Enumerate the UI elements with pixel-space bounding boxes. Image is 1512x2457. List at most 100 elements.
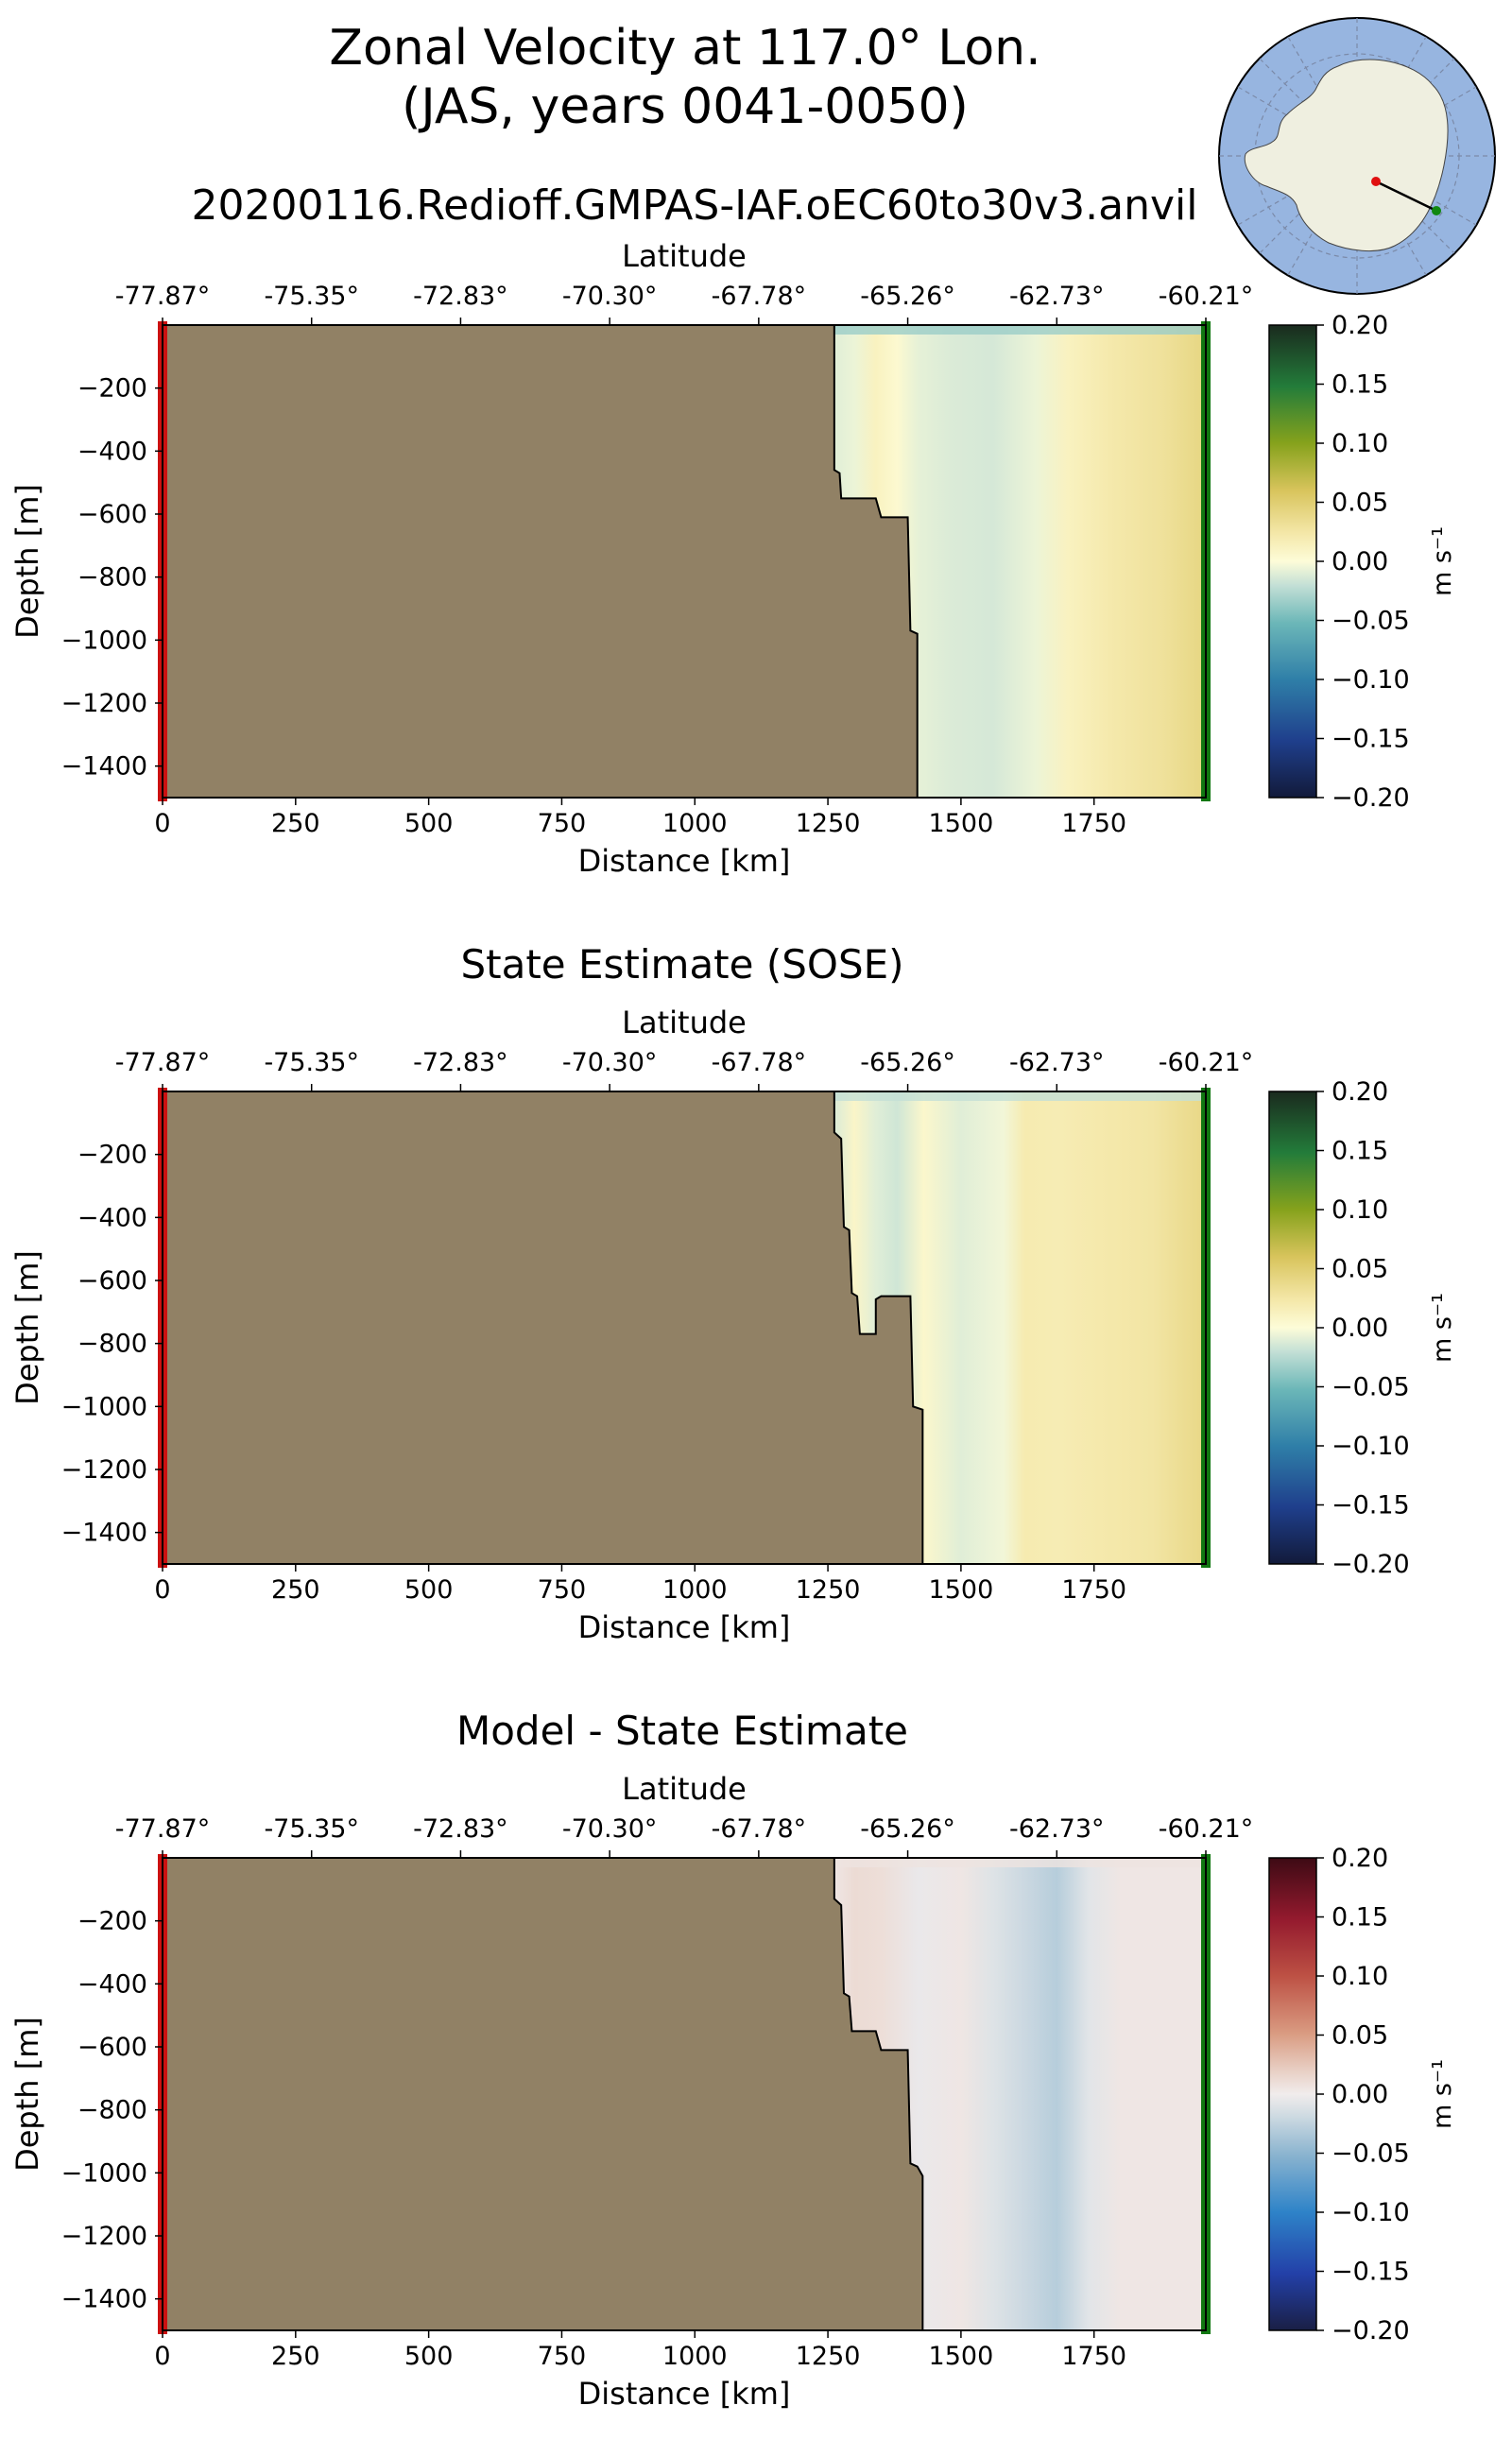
lat-tick-label: -67.78° (712, 1814, 807, 1844)
colorbar-tick-label: 0.15 (1332, 370, 1388, 400)
y-tick-label: −1400 (61, 752, 147, 782)
top-axis-label: Latitude (622, 1005, 747, 1040)
lat-tick-label: -62.73° (1009, 1048, 1105, 1077)
y-axis-label: Depth [m] (9, 1250, 45, 1405)
x-tick-label: 1500 (929, 2342, 994, 2371)
figure-title-line2: (JAS, years 0041-0050) (402, 78, 969, 135)
colorbar-label: m s⁻¹ (1428, 1293, 1457, 1363)
x-tick-label: 1250 (796, 2342, 861, 2371)
x-tick-label: 1500 (929, 809, 994, 838)
panel-2: State Estimate (SOSE) 0 250 500 750 1000 1250 1… (9, 941, 1457, 1645)
colorbar-tick-label: −0.05 (1332, 2139, 1410, 2169)
colorbar-tick-label: −0.20 (1332, 783, 1410, 813)
lat-tick-label: -70.30° (562, 1814, 658, 1844)
colorbar (1268, 324, 1317, 799)
x-tick-label: 250 (271, 809, 320, 838)
lat-tick-label: -60.21° (1159, 282, 1254, 311)
colorbar-tick-label: 0.15 (1332, 1903, 1388, 1933)
lat-tick-label: -65.26° (860, 1048, 955, 1077)
x-tick-label: 500 (404, 1575, 454, 1605)
lat-tick-label: -77.87° (115, 1814, 211, 1844)
lat-tick-label: -75.35° (264, 1814, 359, 1844)
y-axis-label: Depth [m] (9, 484, 45, 639)
panel-1: 0 250 500 750 1000 1250 1500 1750 Distance [km] -… (9, 238, 1457, 879)
colorbar-tick-label: 0.10 (1332, 1962, 1388, 1991)
plot-frame (162, 1091, 1207, 1565)
y-tick-label: −200 (77, 374, 147, 404)
section-end-marker (1432, 206, 1441, 215)
top-axis-label: Latitude (622, 1771, 747, 1807)
antarctica-polar-map-icon (1218, 17, 1496, 295)
x-tick-label: 1250 (796, 1575, 861, 1605)
colorbar-tick-label: −0.05 (1332, 607, 1410, 636)
y-tick-label: −800 (77, 2096, 147, 2125)
x-tick-label: 1000 (662, 809, 728, 838)
y-tick-label: −800 (77, 1330, 147, 1359)
y-tick-label: −200 (77, 1141, 147, 1170)
surface-band (833, 1858, 1206, 1867)
lat-tick-label: -67.78° (712, 282, 807, 311)
y-tick-label: −1000 (61, 1392, 147, 1421)
colorbar-tick-label: 0.00 (1332, 1314, 1388, 1343)
y-tick-label: −1200 (61, 1455, 147, 1485)
plot-frame (162, 1857, 1207, 2331)
colorbar-tick-label: −0.20 (1332, 2316, 1410, 2345)
y-tick-label: −1400 (61, 2285, 147, 2314)
colorbar-tick-label: 0.15 (1332, 1137, 1388, 1166)
colorbar-label: m s⁻¹ (1428, 2059, 1457, 2129)
x-tick-label: 1500 (929, 1575, 994, 1605)
y-tick-label: −1400 (61, 1519, 147, 1548)
x-tick-label: 1750 (1061, 1575, 1126, 1605)
lat-tick-label: -72.83° (413, 1814, 508, 1844)
colorbar (1268, 1857, 1317, 2331)
colorbar-tick-label: 0.10 (1332, 429, 1388, 458)
lat-tick-label: -75.35° (264, 1048, 359, 1077)
colorbar-tick-label: −0.05 (1332, 1373, 1410, 1402)
colorbar-tick-label: −0.15 (1332, 725, 1410, 754)
x-tick-label: 500 (404, 809, 454, 838)
top-axis-label: Latitude (622, 238, 747, 274)
x-tick-label: 0 (154, 2342, 170, 2371)
x-tick-label: 1000 (662, 1575, 728, 1605)
colorbar-tick-label: 0.00 (1332, 547, 1388, 576)
lat-tick-label: -67.78° (712, 1048, 807, 1077)
colorbar-tick-label: 0.00 (1332, 2080, 1388, 2109)
lat-tick-label: -65.26° (860, 282, 955, 311)
panel-title: State Estimate (SOSE) (460, 941, 903, 988)
x-axis-label: Distance [km] (578, 1609, 791, 1645)
lat-tick-label: -77.87° (115, 1048, 211, 1077)
colorbar-label: m s⁻¹ (1428, 526, 1457, 596)
land-bathymetry (162, 324, 919, 799)
colorbar-tick-label: 0.20 (1332, 1077, 1388, 1107)
x-tick-label: 1750 (1061, 809, 1126, 838)
colorbar-tick-label: 0.20 (1332, 311, 1388, 340)
lat-tick-label: -60.21° (1159, 1814, 1254, 1844)
x-tick-label: 1000 (662, 2342, 728, 2371)
plot-frame (162, 324, 1207, 799)
y-tick-label: −200 (77, 1907, 147, 1936)
x-axis-label: Distance [km] (578, 2376, 791, 2412)
colorbar-tick-label: 0.05 (1332, 1255, 1388, 1284)
antarctica-landmass (1244, 59, 1449, 251)
x-tick-label: 250 (271, 1575, 320, 1605)
colorbar-tick-label: 0.10 (1332, 1195, 1388, 1225)
y-tick-label: −1200 (61, 2222, 147, 2251)
colorbar-tick-label: −0.15 (1332, 1491, 1410, 1521)
lat-tick-label: -75.35° (264, 282, 359, 311)
panel-3: Model - State Estimate 0 250 500 750 1000 1250… (9, 1708, 1457, 2412)
lat-tick-label: -72.83° (413, 282, 508, 311)
section-line (1375, 180, 1437, 213)
x-tick-label: 750 (538, 809, 587, 838)
lat-tick-label: -70.30° (562, 1048, 658, 1077)
x-axis-label: Distance [km] (578, 843, 791, 879)
y-tick-label: −1000 (61, 626, 147, 655)
y-tick-label: −600 (77, 500, 147, 529)
y-tick-label: −400 (77, 1203, 147, 1232)
surface-band (833, 325, 1206, 335)
colorbar-tick-label: 0.05 (1332, 2021, 1388, 2051)
land-bathymetry (162, 1857, 924, 2331)
figure-subtitle: 20200116.Redioff.GMPAS-IAF.oEC60to30v3.a… (192, 181, 1198, 230)
lat-tick-label: -62.73° (1009, 1814, 1105, 1844)
y-tick-label: −600 (77, 2033, 147, 2062)
